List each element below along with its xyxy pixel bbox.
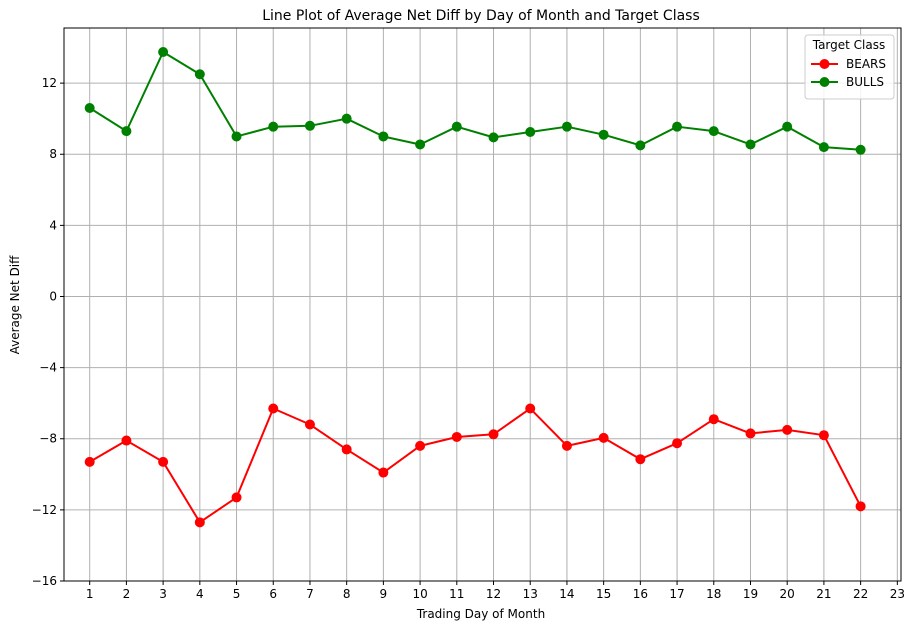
data-point-bulls xyxy=(268,121,279,132)
data-point-bears xyxy=(231,492,242,503)
data-point-bulls xyxy=(194,69,205,80)
plot-frame xyxy=(63,27,902,582)
chart-title: Line Plot of Average Net Diff by Day of … xyxy=(262,8,700,24)
data-point-bulls xyxy=(818,142,829,153)
data-point-bears xyxy=(818,430,829,441)
y-tick-label: 8 xyxy=(49,147,57,161)
legend-marker-bears xyxy=(819,59,830,69)
x-tick-label: 22 xyxy=(853,587,868,601)
data-point-bulls xyxy=(84,103,95,114)
x-tick-label: 21 xyxy=(816,587,831,601)
data-point-bulls xyxy=(708,126,719,137)
x-tick-label: 5 xyxy=(233,587,241,601)
x-axis-label: Trading Day of Month xyxy=(416,607,545,621)
x-tick-label: 23 xyxy=(890,587,905,601)
y-axis-ticks: −16 −12 −8 −4 0 4 8 12 xyxy=(32,76,64,588)
x-tick-label: 8 xyxy=(343,587,351,601)
x-tick-label: 3 xyxy=(159,587,167,601)
series-line-bulls xyxy=(89,51,861,151)
data-point-bears xyxy=(158,456,169,467)
grid-lines xyxy=(64,28,901,582)
data-point-bears xyxy=(121,435,132,446)
data-point-bears xyxy=(635,454,646,465)
data-point-bulls xyxy=(304,120,315,131)
x-tick-label: 1 xyxy=(86,587,94,601)
data-point-bears xyxy=(194,517,205,528)
legend-label-bears: BEARS xyxy=(846,57,886,71)
data-point-bulls xyxy=(635,140,646,151)
data-point-bears xyxy=(782,424,793,435)
y-tick-label: −4 xyxy=(39,361,57,375)
series-lines xyxy=(84,47,866,528)
x-tick-label: 17 xyxy=(669,587,684,601)
x-tick-label: 9 xyxy=(380,587,388,601)
data-point-bulls xyxy=(121,126,132,137)
y-tick-label: −8 xyxy=(39,432,57,446)
data-point-bears xyxy=(672,438,683,449)
legend-marker-bulls xyxy=(819,77,830,87)
data-point-bulls xyxy=(855,144,866,155)
data-point-bears xyxy=(488,429,499,440)
x-tick-label: 20 xyxy=(780,587,795,601)
x-tick-label: 12 xyxy=(486,587,501,601)
x-tick-label: 10 xyxy=(412,587,427,601)
data-point-bulls xyxy=(561,121,572,132)
data-point-bears xyxy=(378,467,389,478)
x-tick-label: 6 xyxy=(269,587,277,601)
x-tick-label: 7 xyxy=(306,587,314,601)
x-tick-label: 16 xyxy=(633,587,648,601)
data-point-bears xyxy=(415,440,426,451)
data-point-bears xyxy=(855,501,866,512)
y-tick-label: 4 xyxy=(49,218,57,232)
data-point-bears xyxy=(268,403,279,414)
x-tick-label: 18 xyxy=(706,587,721,601)
data-point-bulls xyxy=(525,127,536,138)
data-point-bulls xyxy=(598,129,609,140)
data-point-bears xyxy=(745,428,756,439)
x-tick-label: 14 xyxy=(559,587,574,601)
data-point-bears xyxy=(451,431,462,442)
series-line-bears xyxy=(89,407,862,524)
data-point-bears xyxy=(341,444,352,455)
y-tick-label: 12 xyxy=(42,76,57,90)
data-point-bears xyxy=(525,403,536,414)
data-point-bulls xyxy=(451,121,462,132)
data-point-bulls xyxy=(415,139,426,150)
y-axis-label: Average Net Diff xyxy=(8,255,22,355)
x-tick-label: 11 xyxy=(449,587,464,601)
x-tick-label: 4 xyxy=(196,587,204,601)
data-point-bears xyxy=(598,432,609,443)
data-point-bears xyxy=(708,414,719,425)
legend-title: Target Class xyxy=(812,38,886,52)
legend-items: BEARS BULLS xyxy=(811,57,886,89)
x-tick-label: 19 xyxy=(743,587,758,601)
y-tick-label: 0 xyxy=(49,289,57,303)
legend-label-bulls: BULLS xyxy=(846,75,884,89)
x-tick-label: 2 xyxy=(123,587,131,601)
y-tick-label: −16 xyxy=(32,574,57,588)
y-tick-label: −12 xyxy=(32,503,57,517)
data-point-bulls xyxy=(378,131,389,142)
data-point-bulls xyxy=(231,131,242,142)
data-point-bulls xyxy=(341,113,352,124)
data-point-bulls xyxy=(672,121,683,132)
x-axis-ticks: 1 2 3 4 5 6 7 8 9 10 11 12 13 14 15 16 17 18 19 20 21 22 23 xyxy=(86,581,905,601)
data-point-bulls xyxy=(158,47,169,58)
data-point-bulls xyxy=(745,139,756,150)
data-point-bulls xyxy=(488,132,499,143)
x-tick-label: 13 xyxy=(523,587,538,601)
data-point-bears xyxy=(84,456,95,467)
data-point-bulls xyxy=(782,121,793,132)
x-tick-label: 15 xyxy=(596,587,611,601)
legend: Target Class BEARS BULLS xyxy=(804,34,895,100)
data-point-bears xyxy=(561,440,572,451)
data-point-bears xyxy=(304,419,315,430)
